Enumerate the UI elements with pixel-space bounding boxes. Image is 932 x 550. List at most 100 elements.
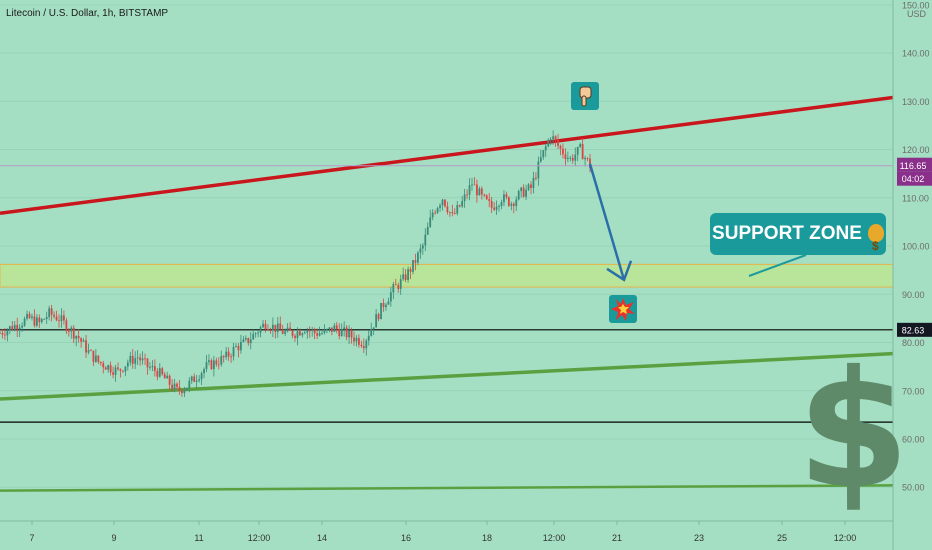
candle-body [16,324,19,330]
money-bag-icon [867,224,884,267]
candle-body [520,187,523,192]
candle-body [348,330,350,338]
candle-body [431,212,434,218]
candle-body [512,203,515,206]
support-zone-band [0,263,894,288]
candle-body [461,201,464,207]
candle-body [122,370,124,372]
price-labels: 116.65 04:02 82.63 [897,157,932,337]
candle-body [488,199,491,202]
candle-body [358,337,360,345]
candle-body [355,337,358,342]
time-tick-label: 16 [401,533,411,543]
trendlines [0,95,894,492]
candle-body [240,341,242,351]
candle-body [294,335,296,338]
candle-body [308,330,311,332]
candle-body [333,325,336,332]
candle-body [387,301,390,305]
price-tick-label: 100.00 [902,242,930,252]
candle-body [163,374,166,379]
candle-body [412,260,414,272]
candle-body [581,144,584,160]
candle-body [456,205,459,214]
candle-body [500,202,503,206]
price-tick-label: 60.00 [902,434,925,444]
candle-body [549,139,552,141]
candle-body [262,323,264,328]
candle-body [385,304,387,308]
candle-body [161,368,164,375]
candle-body [510,203,513,206]
candle-body [367,335,370,341]
candle-body [173,383,176,390]
candle-body [104,367,107,370]
candle-body [271,324,274,331]
candle-body [45,316,48,319]
candle-body [507,197,510,206]
candle-body [1,332,4,335]
candle-body [407,269,409,280]
candle-body [85,340,87,353]
candle-body [212,360,215,370]
candle-body [119,368,122,371]
candle-body [156,370,159,377]
candle-body [217,364,220,366]
level-label-bg [897,322,932,337]
candle-body [198,379,201,381]
candle-body [18,327,21,330]
candle-body [340,329,343,337]
candle-body [316,333,319,336]
candle-body [107,365,110,370]
candle-body [124,366,127,372]
time-tick-label: 25 [777,533,787,543]
time-tick-label: 18 [482,533,492,543]
price-tick-label: 120.00 [902,145,930,155]
candle-body [153,366,156,371]
candle-body [380,302,382,320]
candle-body [109,365,112,373]
candle-body [409,269,412,272]
candle-body [584,157,586,160]
price-axis[interactable]: 50.00 60.00 70.00 80.00 90.00 100.00 110.00 120… [902,0,930,492]
time-axis[interactable]: 7 9 11 12:00 14 16 18 12:00 21 23 25 12:00 [29,521,856,543]
time-tick-label: 23 [694,533,704,543]
candle-body [92,350,95,362]
candle-body [311,329,314,331]
candle-body [299,331,301,336]
candle-body [394,284,397,286]
support-zone-label: SUPPORT ZONE [712,223,862,244]
candle-body [151,366,154,368]
candle-body [117,367,119,369]
candle-body [564,154,567,160]
candle-body [82,340,85,342]
candle-body [471,184,473,186]
candle-body [569,157,572,159]
candle-body [552,136,555,140]
candle-body [227,351,230,357]
candle-body [171,384,173,390]
candle-body [28,313,31,318]
candle-body [495,206,498,210]
candle-body [453,213,456,214]
upper-red-trendline [0,95,894,215]
candle-body [306,330,309,333]
price-tick-label: 150.00 [902,0,930,10]
time-tick-label: 21 [612,533,622,543]
candle-body [267,329,269,331]
time-tick-label: 11 [194,533,203,543]
candle-body [539,157,542,162]
candle-body [80,338,83,342]
candle-body [276,323,279,332]
candle-body [205,362,208,370]
candle-body [264,323,267,330]
candle-body [99,361,102,364]
candle-body [166,375,169,379]
candle-body [466,194,468,196]
candle-body [515,199,518,206]
candle-body [291,330,294,336]
candle-body [146,358,149,368]
projection-arrow-head [606,260,633,282]
candle-body [97,355,100,362]
